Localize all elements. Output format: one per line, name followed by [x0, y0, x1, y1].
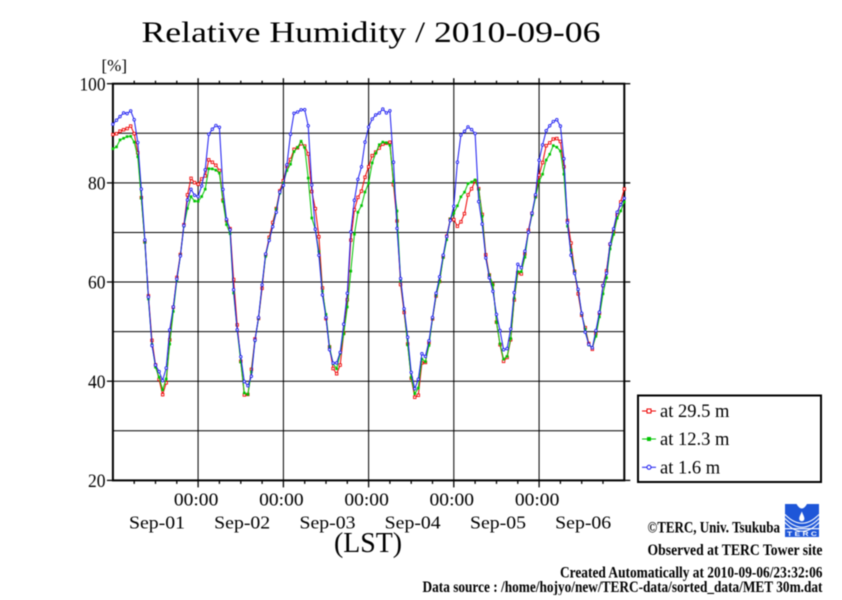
svg-text:20: 20	[88, 471, 106, 492]
svg-text:00:00: 00:00	[259, 490, 304, 510]
svg-text:40: 40	[88, 372, 106, 393]
svg-text:00:00: 00:00	[430, 490, 475, 510]
svg-text:[%]: [%]	[102, 56, 128, 75]
svg-text:(LST): (LST)	[334, 528, 402, 559]
svg-text:100: 100	[80, 74, 106, 95]
svg-text:00:00: 00:00	[344, 490, 389, 510]
svg-text:at 29.5 m: at 29.5 m	[660, 402, 730, 422]
svg-text:Created Automatically at 2010-: Created Automatically at 2010-09-06/23:3…	[560, 565, 823, 582]
svg-text:at 1.6 m: at 1.6 m	[660, 459, 721, 479]
svg-text:Sep-05: Sep-05	[470, 512, 526, 532]
svg-text:Observed at TERC Tower site: Observed at TERC Tower site	[648, 542, 823, 559]
svg-text:Sep-04: Sep-04	[385, 512, 441, 532]
svg-text:Sep-03: Sep-03	[300, 512, 356, 532]
svg-text:00:00: 00:00	[515, 490, 560, 510]
svg-text:00:00: 00:00	[174, 490, 219, 510]
svg-text:Sep-06: Sep-06	[555, 512, 611, 532]
svg-text:Data source : /home/hojyo/new/: Data source : /home/hojyo/new/TERC-data/…	[423, 579, 824, 595]
svg-text:T E R C: T E R C	[787, 531, 817, 538]
svg-text:60: 60	[88, 273, 106, 294]
svg-text:at 12.3 m: at 12.3 m	[660, 430, 730, 450]
svg-text:Sep-02: Sep-02	[214, 512, 270, 532]
svg-text:80: 80	[88, 174, 106, 195]
svg-text:©TERC, Univ. Tsukuba: ©TERC, Univ. Tsukuba	[648, 520, 781, 537]
svg-text:Sep-01: Sep-01	[129, 512, 185, 532]
svg-text:Relative Humidity / 2010-09-06: Relative Humidity / 2010-09-06	[142, 16, 601, 49]
